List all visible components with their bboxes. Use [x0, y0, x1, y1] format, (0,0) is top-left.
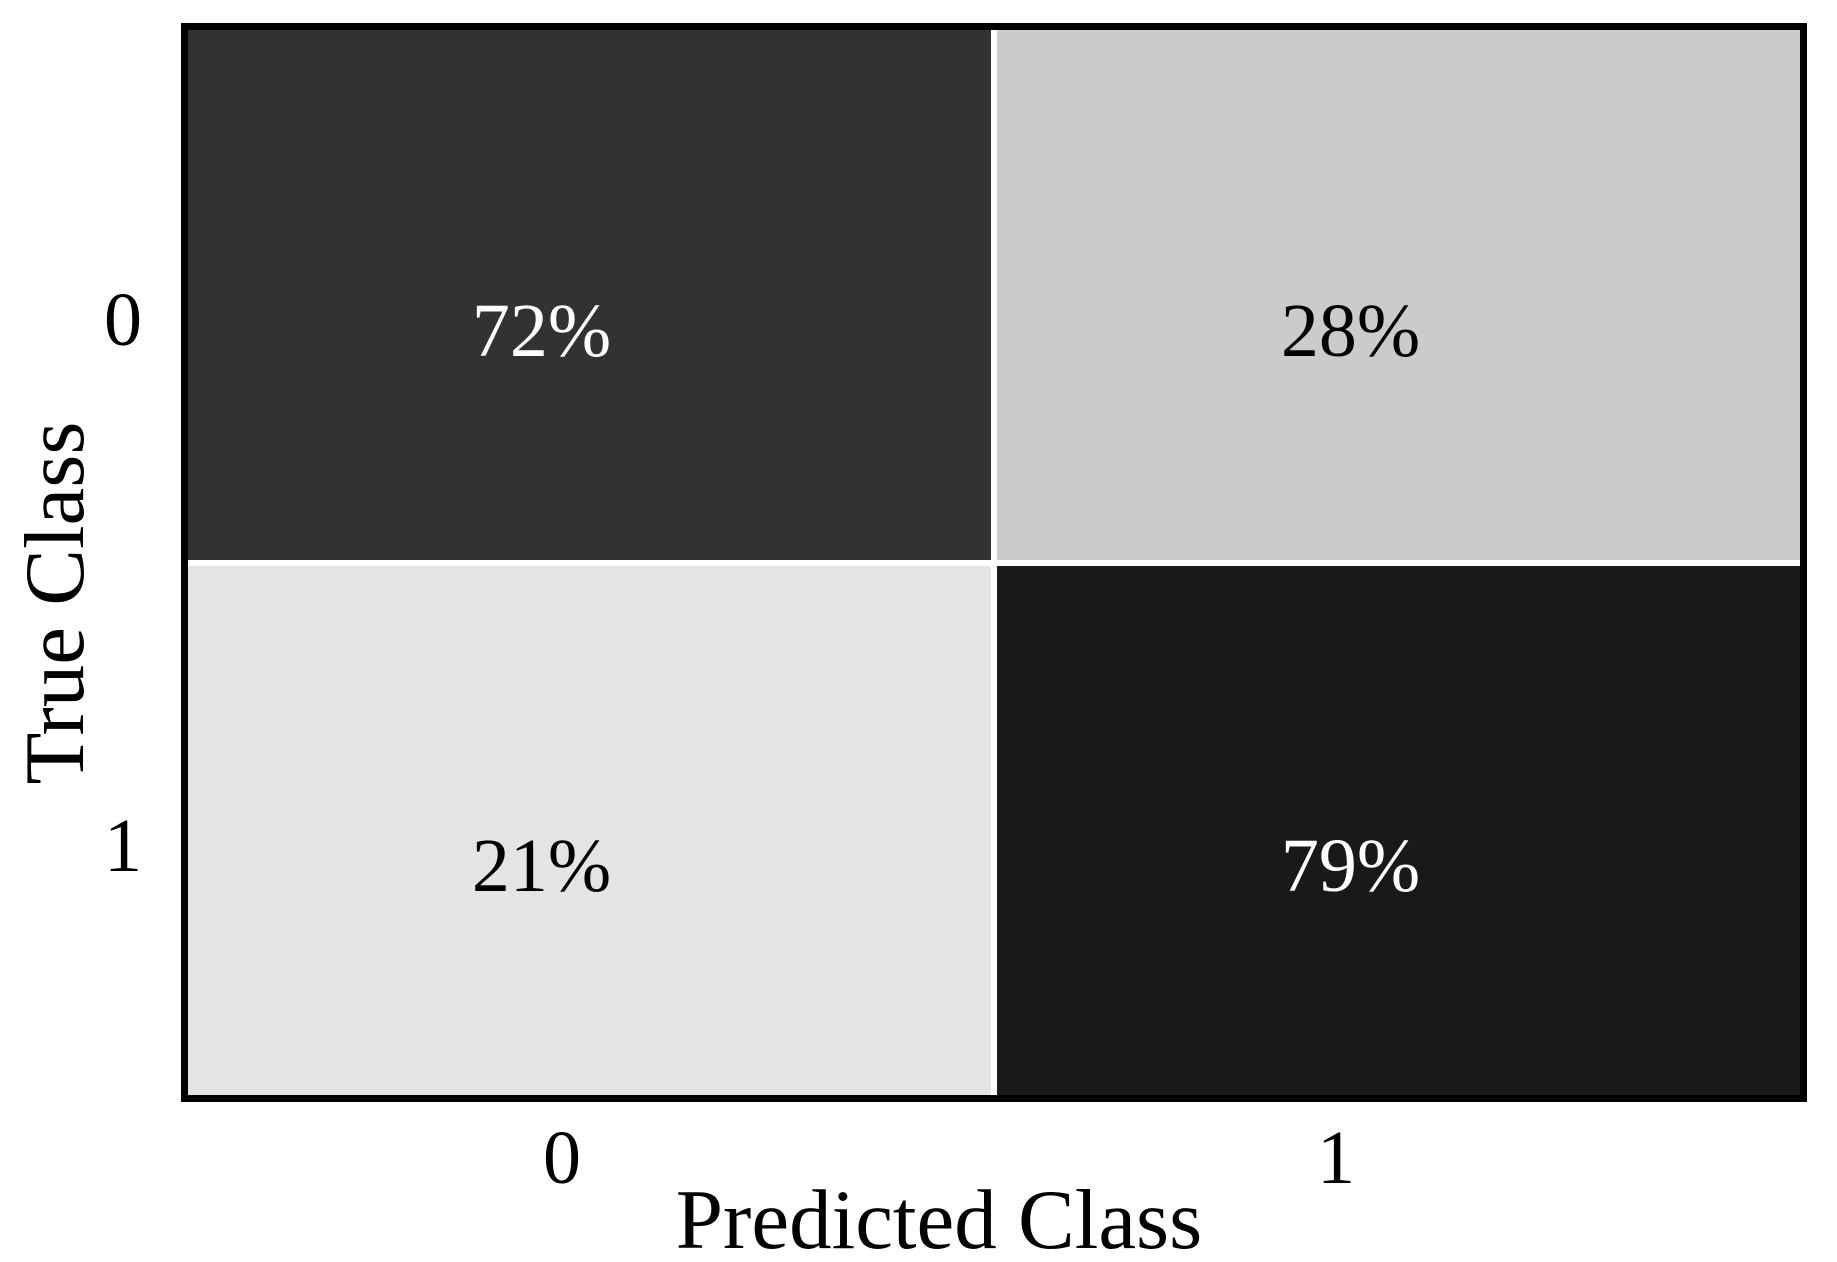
- y-tick-label-0: 0: [104, 278, 142, 362]
- x-axis-label: Predicted Class: [675, 1173, 1203, 1262]
- cell-true1-pred0: 21%: [188, 565, 991, 1095]
- x-tick-label-0: 0: [543, 1116, 581, 1200]
- cell-value-true1-pred1: 79%: [1280, 824, 1421, 909]
- cell-value-true0-pred0: 72%: [471, 288, 612, 373]
- x-tick-label-1: 1: [1317, 1116, 1355, 1200]
- y-tick-label-1: 1: [104, 804, 142, 888]
- matrix-grid: 72% 28% 21% 79%: [181, 23, 1807, 1102]
- cell-value-true1-pred0: 21%: [471, 824, 612, 909]
- cell-true1-pred1: 79%: [997, 565, 1800, 1095]
- cell-true0-pred0: 72%: [188, 30, 991, 560]
- cell-value-true0-pred1: 28%: [1280, 288, 1421, 373]
- cell-true0-pred1: 28%: [997, 30, 1800, 560]
